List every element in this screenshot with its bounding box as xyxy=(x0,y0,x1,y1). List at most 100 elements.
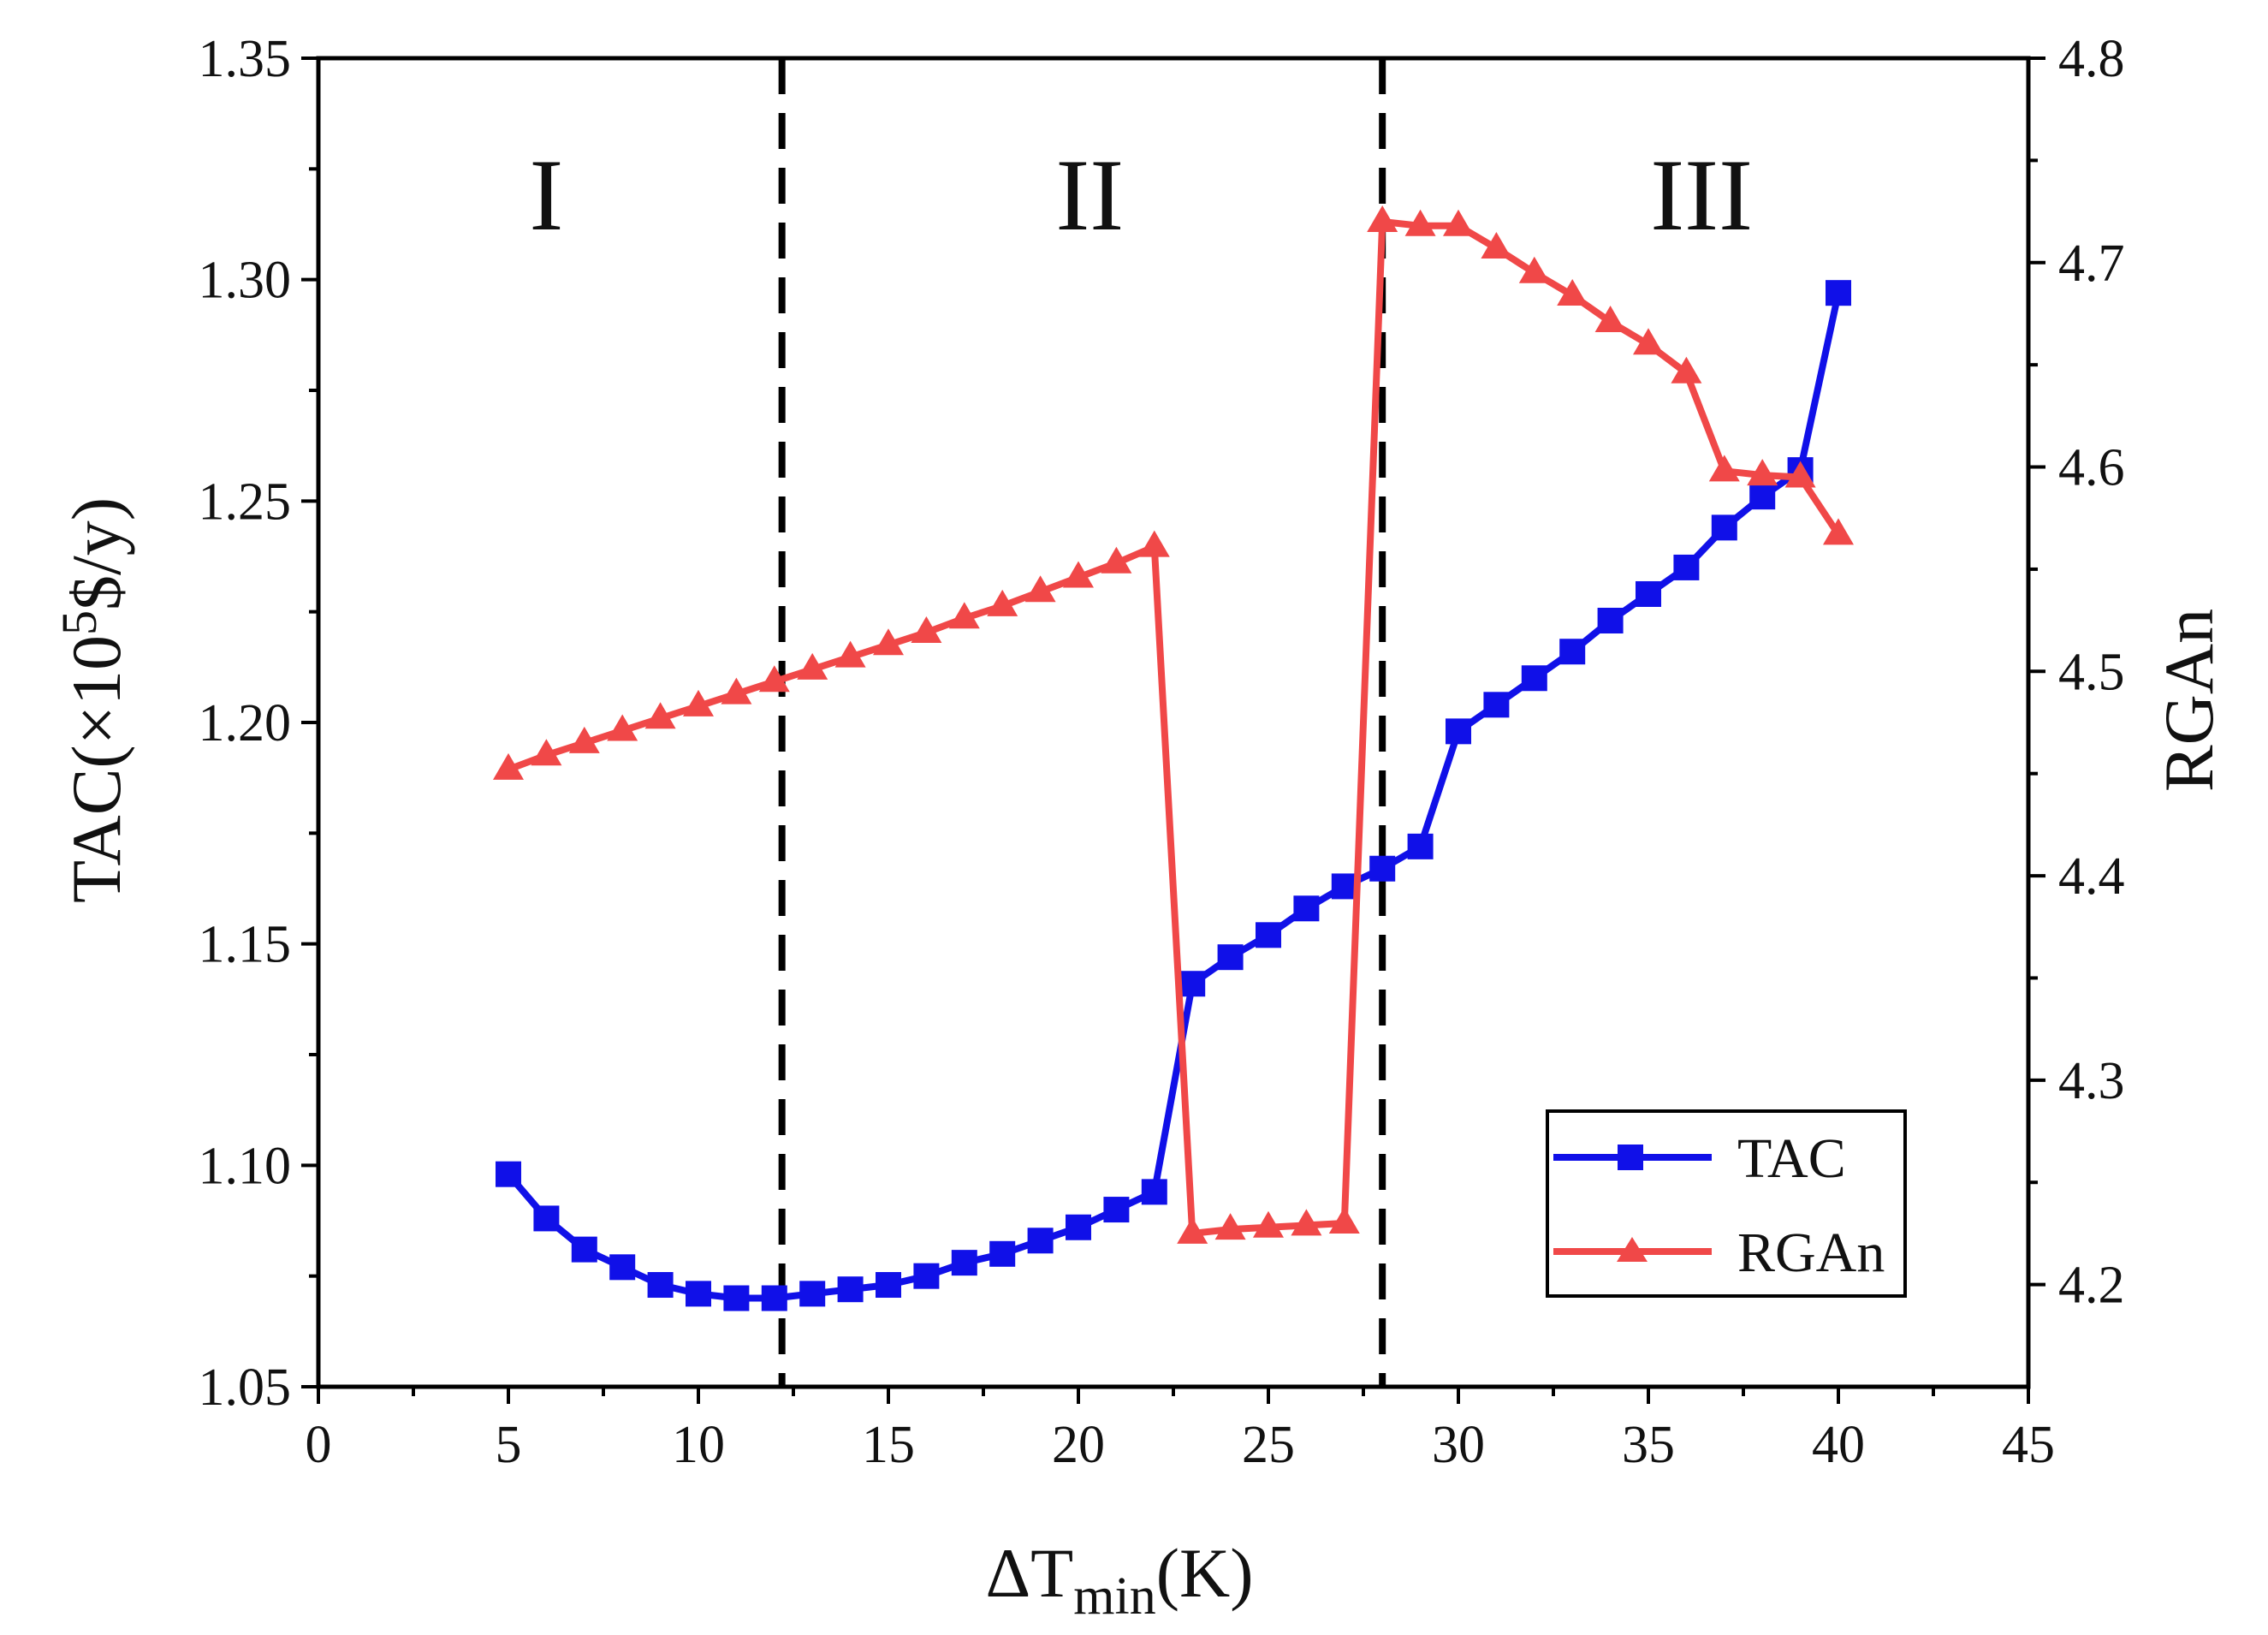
series-layer xyxy=(493,205,1854,1311)
x-tick-label: 35 xyxy=(1622,1416,1675,1474)
data-point-tac xyxy=(1179,971,1206,997)
data-point-rgan xyxy=(1177,1216,1208,1244)
y-axis-left-title-main: TAC(×10 xyxy=(57,635,135,903)
data-point-rgan xyxy=(873,628,904,656)
data-point-rgan xyxy=(1633,328,1664,355)
x-tick-label: 40 xyxy=(1812,1416,1865,1474)
data-point-tac xyxy=(686,1281,711,1307)
region-label-iii: III xyxy=(1650,138,1753,252)
data-point-tac xyxy=(1293,895,1320,922)
x-tick-label: 15 xyxy=(862,1416,915,1474)
y-left-tick-label: 1.20 xyxy=(199,694,292,752)
y-right-tick-label: 4.6 xyxy=(2058,439,2125,497)
data-point-rgan xyxy=(1101,546,1132,574)
data-point-tac xyxy=(1711,514,1737,541)
data-point-rgan xyxy=(1328,1206,1360,1234)
x-axis-title-subscript: min xyxy=(1073,1567,1155,1626)
data-point-tac xyxy=(1446,718,1471,745)
region-layer: I II III xyxy=(529,138,1753,252)
data-point-rgan xyxy=(1024,575,1056,603)
data-point-tac xyxy=(1256,922,1281,948)
data-point-rgan xyxy=(568,726,600,753)
data-point-rgan xyxy=(758,665,790,693)
data-point-rgan xyxy=(1214,1213,1246,1240)
data-point-rgan xyxy=(1481,232,1512,259)
data-point-tac xyxy=(1141,1179,1167,1205)
legend-box xyxy=(1546,1109,1907,1298)
region-label-i: I xyxy=(529,138,563,252)
data-point-tac xyxy=(1331,873,1357,900)
y-right-tick-label: 4.7 xyxy=(2058,235,2125,293)
legend-marker-tac xyxy=(1618,1144,1643,1170)
data-point-rgan xyxy=(721,677,752,705)
data-point-rgan xyxy=(1253,1210,1284,1238)
data-point-tac xyxy=(1483,692,1510,718)
data-point-rgan xyxy=(1443,209,1474,236)
x-tick-label: 20 xyxy=(1052,1416,1105,1474)
data-point-rgan xyxy=(644,702,676,729)
data-point-rgan xyxy=(1784,461,1816,488)
x-tick-label: 10 xyxy=(672,1416,725,1474)
data-point-tac xyxy=(1749,484,1776,510)
data-point-tac xyxy=(1636,580,1661,607)
data-point-tac xyxy=(951,1250,977,1276)
y-axis-left-title-unit: $/y) xyxy=(57,497,135,610)
region-label-ii: II xyxy=(1055,138,1124,252)
y-right-tick-label: 4.8 xyxy=(2058,30,2125,88)
y-left-tick-label: 1.05 xyxy=(199,1359,292,1417)
data-point-rgan xyxy=(948,602,980,629)
x-tick-label: 5 xyxy=(496,1416,522,1474)
data-point-tac xyxy=(647,1272,674,1299)
legend-label-tac: TAC xyxy=(1737,1127,1846,1190)
data-point-rgan xyxy=(911,615,942,643)
data-point-rgan xyxy=(1594,306,1626,333)
data-point-rgan xyxy=(834,640,866,668)
data-point-rgan xyxy=(1138,530,1170,557)
tick-layer: 0 5 10 15 20 25 30 35 40 45 1.05 1.10 1.15 1.20 1.25 1.… xyxy=(199,30,2125,1474)
data-point-tac xyxy=(1559,639,1586,665)
data-point-tac xyxy=(799,1281,826,1307)
y-right-tick-label: 4.5 xyxy=(2058,643,2125,701)
y-right-tick-label: 4.3 xyxy=(2058,1052,2125,1110)
data-point-tac xyxy=(913,1263,940,1289)
y-axis-left-title: TAC(×105$/y) xyxy=(51,497,135,903)
x-axis-title-main: ΔT xyxy=(985,1534,1073,1612)
data-point-rgan xyxy=(1063,561,1094,588)
data-point-tac xyxy=(533,1205,560,1232)
data-point-rgan xyxy=(683,689,714,716)
data-point-tac xyxy=(1027,1228,1054,1254)
data-point-tac xyxy=(1217,944,1244,971)
y-left-tick-label: 1.30 xyxy=(199,252,292,310)
x-axis-title-unit: (K) xyxy=(1156,1534,1254,1612)
data-point-tac xyxy=(571,1236,597,1263)
legend-marker-rgan xyxy=(1617,1237,1648,1262)
x-tick-label: 45 xyxy=(2002,1416,2055,1474)
data-point-tac xyxy=(609,1254,636,1281)
data-point-tac xyxy=(837,1276,864,1303)
y-left-tick-label: 1.35 xyxy=(199,30,292,88)
data-point-tac xyxy=(1407,833,1434,859)
data-point-tac xyxy=(761,1285,787,1311)
data-point-rgan xyxy=(1291,1209,1322,1236)
data-point-rgan xyxy=(1518,256,1550,283)
data-point-rgan xyxy=(797,652,828,680)
y-left-tick-label: 1.25 xyxy=(199,473,292,531)
legend-label-rgan: RGAn xyxy=(1737,1222,1885,1284)
y-right-tick-label: 4.2 xyxy=(2058,1257,2125,1315)
y-axis-left-title-superscript: 5 xyxy=(51,610,107,635)
region-divider-layer xyxy=(778,58,1386,1387)
data-point-rgan xyxy=(1823,518,1854,545)
data-point-tac xyxy=(1521,665,1547,692)
data-point-tac xyxy=(1369,855,1396,882)
data-point-rgan xyxy=(1708,455,1740,482)
data-point-rgan xyxy=(531,739,562,766)
data-point-rgan xyxy=(493,752,524,780)
legend: TAC RGAn xyxy=(1546,1109,1907,1298)
data-point-tac xyxy=(1826,280,1851,306)
data-point-tac xyxy=(1066,1214,1091,1240)
data-point-tac xyxy=(876,1272,901,1299)
y-axis-right-title: RGAn xyxy=(2150,609,2228,792)
y-left-tick-label: 1.15 xyxy=(199,916,292,974)
